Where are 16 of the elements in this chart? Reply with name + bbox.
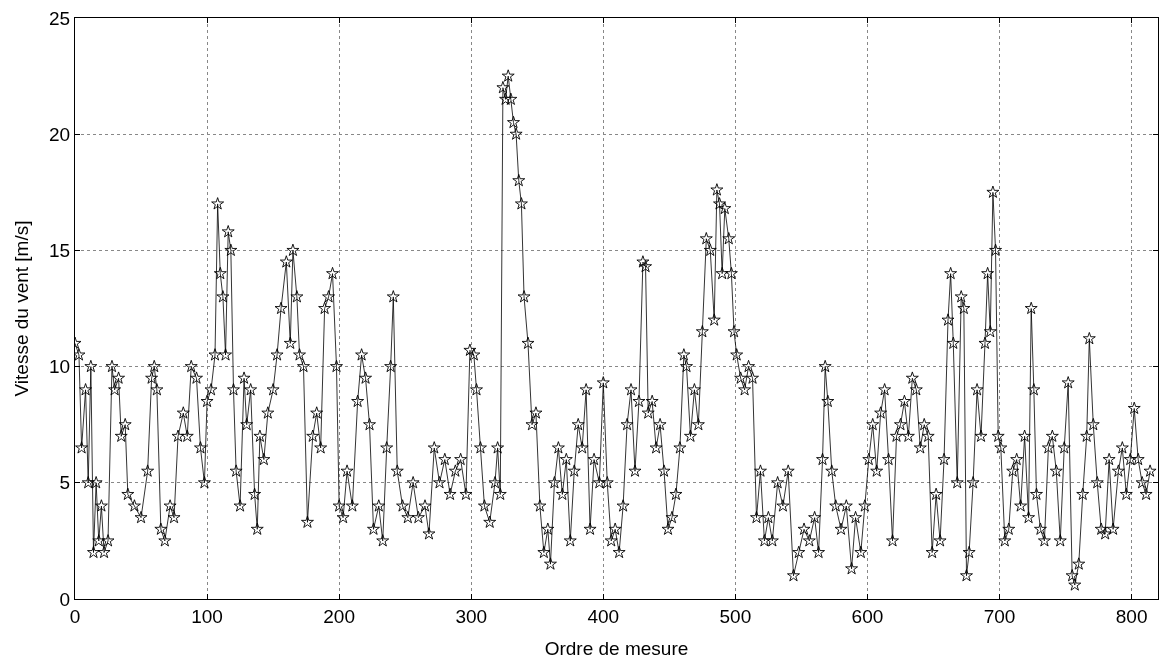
y-tick-label: 20	[49, 123, 71, 145]
x-tick-label: 200	[323, 605, 355, 627]
x-tick-label: 800	[1115, 605, 1148, 627]
x-tick-label: 300	[455, 605, 488, 627]
x-tick-label: 400	[587, 605, 620, 627]
y-tick-label: 25	[49, 7, 71, 29]
x-tick-label: 600	[851, 605, 884, 627]
y-axis-title: Vitesse du vent [m/s]	[10, 220, 32, 397]
y-tick-label: 10	[49, 356, 71, 378]
x-axis-title: Ordre de mesure	[544, 637, 689, 659]
y-tick-label: 0	[59, 588, 71, 610]
x-tick-label: 500	[719, 605, 752, 627]
x-tick-label: 700	[983, 605, 1016, 627]
y-tick-label: 5	[59, 472, 71, 494]
x-tick-label: 100	[191, 605, 223, 627]
y-tick-label: 15	[49, 240, 71, 262]
